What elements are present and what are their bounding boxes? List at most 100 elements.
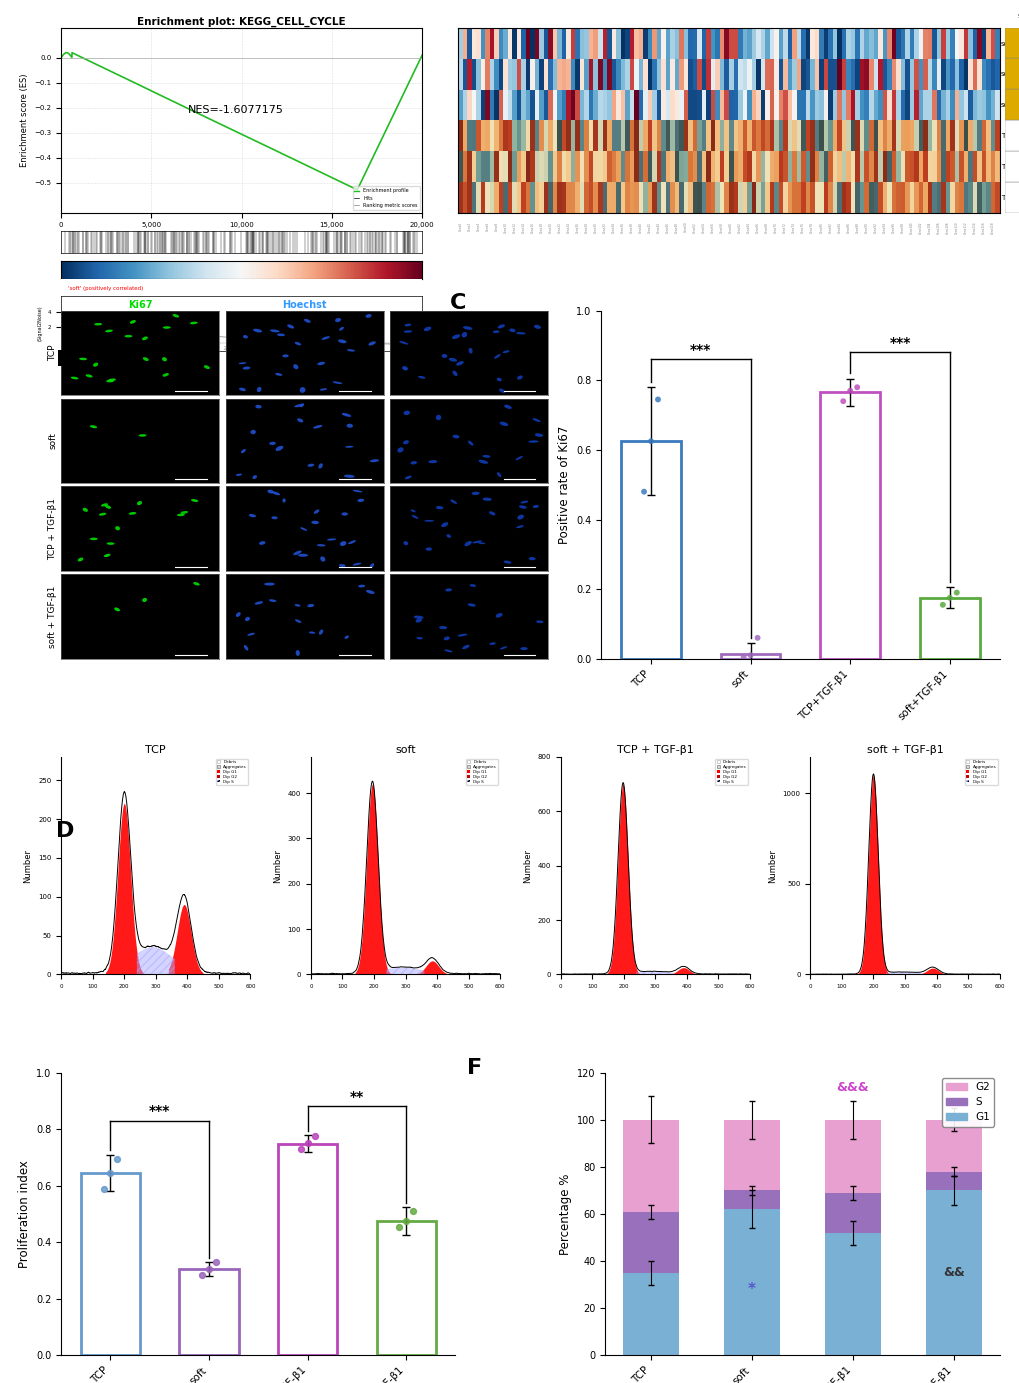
Point [635,481,651,503]
Ellipse shape [94,322,102,325]
Point [948,581,964,603]
Ellipse shape [418,376,425,379]
Ellipse shape [357,499,364,502]
Bar [458,181,999,213]
Ellipse shape [124,335,132,337]
Point [749,626,765,649]
Ellipse shape [428,461,437,463]
Ellipse shape [297,418,303,422]
Legend: Debris, Aggregates, Dip G1, Dip G2, Dip S: Debris, Aggregates, Dip G1, Dip G2, Dip … [466,759,497,784]
Ellipse shape [462,332,467,337]
Ellipse shape [137,501,142,505]
Ellipse shape [275,445,283,451]
Ellipse shape [343,474,355,477]
Ellipse shape [163,326,170,329]
Bar [621,441,681,658]
Text: ***: *** [889,336,910,350]
Point [941,586,957,609]
Ellipse shape [162,357,167,361]
Ellipse shape [238,387,246,391]
Ellipse shape [190,322,198,324]
Ellipse shape [341,512,347,516]
Y-axis label: TCP: TCP [48,344,57,361]
Ellipse shape [143,357,149,361]
Ellipse shape [444,650,452,653]
Text: ***: *** [690,343,711,357]
Ellipse shape [435,506,443,509]
Bar [376,1221,435,1355]
X-axis label: Rank in Ordered Dataset: Rank in Ordered Dataset [190,234,293,243]
Bar [824,1232,879,1355]
Ellipse shape [441,523,447,527]
Ellipse shape [346,423,353,427]
Text: *: * [747,1282,755,1297]
Legend: Debris, Aggregates, Dip G1, Dip G2, Dip S: Debris, Aggregates, Dip G1, Dip G2, Dip … [714,759,747,784]
Ellipse shape [403,440,409,444]
Ellipse shape [193,582,200,585]
Ellipse shape [251,430,256,434]
Ellipse shape [492,331,499,333]
Ellipse shape [313,425,322,429]
Ellipse shape [172,314,179,318]
Legend: Debris, Aggregates, Dip G1, Dip G2, Dip S: Debris, Aggregates, Dip G1, Dip G2, Dip … [964,759,997,784]
Y-axis label: Percentage %: Percentage % [558,1173,571,1254]
Ellipse shape [247,633,255,636]
Point [742,644,758,667]
Ellipse shape [304,319,311,322]
Ellipse shape [516,526,523,528]
Ellipse shape [321,336,330,340]
Ellipse shape [499,646,506,650]
Ellipse shape [519,505,526,509]
Ellipse shape [332,382,342,384]
Bar [819,393,879,658]
Point [405,1200,421,1223]
Bar [925,1191,980,1355]
Ellipse shape [468,349,472,354]
Legend: G2, S, G1: G2, S, G1 [942,1077,994,1127]
Ellipse shape [337,339,346,343]
Ellipse shape [108,379,116,382]
Ellipse shape [358,585,365,588]
Title: TCP: TCP [146,744,166,755]
Ellipse shape [320,389,327,390]
Ellipse shape [346,349,355,351]
Ellipse shape [105,329,113,332]
Point [649,389,665,411]
Ellipse shape [502,350,510,353]
Ellipse shape [464,541,472,546]
Ellipse shape [532,505,538,508]
Ellipse shape [397,447,404,452]
Ellipse shape [255,602,263,604]
Ellipse shape [292,364,299,369]
Ellipse shape [488,512,495,516]
Ellipse shape [472,541,482,544]
Ellipse shape [468,603,475,607]
Point [842,380,858,402]
Bar [458,120,999,151]
Ellipse shape [338,326,343,331]
Ellipse shape [365,314,371,318]
Ellipse shape [101,503,108,506]
Ellipse shape [452,434,459,438]
Bar [925,1171,980,1191]
Ellipse shape [469,584,476,586]
Ellipse shape [104,553,110,557]
Ellipse shape [338,564,345,567]
Ellipse shape [405,476,412,480]
Ellipse shape [446,534,450,538]
Ellipse shape [296,650,300,656]
Ellipse shape [249,514,256,517]
Ellipse shape [90,538,98,541]
Bar [623,1212,678,1272]
Y-axis label: soft: soft [48,433,57,449]
Point [109,1148,125,1170]
Ellipse shape [243,335,248,339]
Ellipse shape [410,461,417,465]
Bar [179,1270,238,1355]
Bar [458,151,999,181]
Ellipse shape [482,455,490,458]
Point [933,593,950,615]
Ellipse shape [245,617,250,621]
Ellipse shape [253,476,257,479]
Ellipse shape [180,510,187,514]
